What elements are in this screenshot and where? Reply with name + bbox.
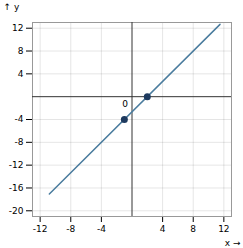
svg-text:4: 4 <box>160 224 166 234</box>
svg-text:-12: -12 <box>33 224 48 234</box>
svg-text:-16: -16 <box>9 183 24 193</box>
svg-text:12: 12 <box>218 224 229 234</box>
svg-text:-4: -4 <box>15 114 24 124</box>
svg-text:-8: -8 <box>15 137 24 147</box>
svg-text:-12: -12 <box>9 160 24 170</box>
svg-text:8: 8 <box>18 46 24 56</box>
svg-text:x →: x → <box>225 238 241 248</box>
svg-text:8: 8 <box>190 224 196 234</box>
svg-text:-8: -8 <box>66 224 75 234</box>
svg-text:4: 4 <box>18 69 24 79</box>
svg-text:0: 0 <box>122 99 128 109</box>
svg-text:-4: -4 <box>97 224 106 234</box>
svg-text:-20: -20 <box>9 206 24 216</box>
svg-text:12: 12 <box>12 23 23 33</box>
svg-text:↑ y: ↑ y <box>4 2 20 12</box>
